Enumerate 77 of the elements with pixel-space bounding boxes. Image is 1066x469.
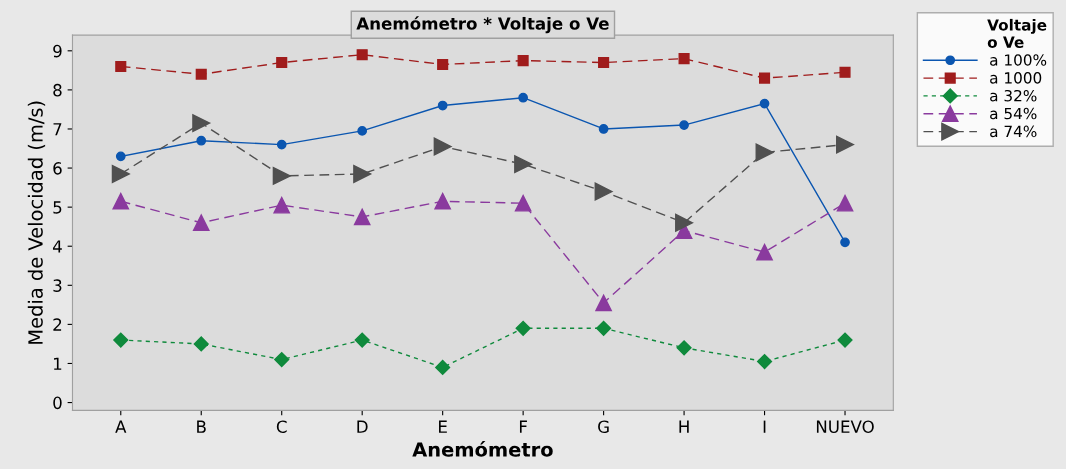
point — [276, 139, 287, 150]
point — [435, 359, 451, 375]
point — [678, 53, 690, 65]
legend-label: a 1000 — [990, 72, 1042, 84]
point — [192, 114, 211, 133]
legend-label: a 54% — [990, 107, 1037, 120]
point — [115, 151, 126, 162]
point — [196, 135, 207, 146]
y-axis-title: Media de Velocidad (m/s) — [27, 101, 46, 344]
point — [839, 66, 851, 78]
point — [193, 336, 209, 352]
point — [514, 155, 533, 174]
y-tick-label: 6 — [53, 162, 62, 175]
legend-label: a 100% — [990, 54, 1047, 66]
point — [111, 164, 130, 183]
point — [354, 332, 370, 348]
point — [598, 56, 610, 69]
point — [837, 332, 853, 348]
point — [594, 182, 613, 201]
x-tick-label: F — [519, 420, 527, 433]
point — [759, 98, 770, 109]
x-tick-label: H — [679, 420, 689, 433]
point — [357, 126, 368, 136]
x-tick-label: C — [276, 420, 287, 433]
x-tick-label: NUEVO — [816, 420, 874, 433]
point — [514, 194, 532, 212]
point — [598, 124, 609, 134]
legend-label: a 32% — [990, 89, 1037, 102]
x-tick-label: D — [357, 420, 368, 433]
point — [356, 49, 368, 61]
point — [192, 214, 210, 232]
x-tick-label: I — [763, 420, 766, 433]
point — [758, 72, 771, 84]
point — [679, 120, 689, 130]
legend-label: a 74% — [990, 125, 1037, 138]
point — [835, 135, 855, 154]
x-tick-label: G — [598, 420, 609, 433]
y-tick-label: 4 — [52, 240, 62, 253]
x-axis-title: Anemómetro — [412, 441, 553, 457]
point — [675, 213, 694, 232]
y-tick-label: 7 — [53, 123, 62, 136]
point — [195, 68, 207, 80]
y-tick-label: 9 — [53, 44, 62, 58]
point — [433, 137, 452, 156]
point — [518, 92, 528, 103]
point — [276, 56, 288, 69]
y-tick-label: 2 — [53, 318, 62, 331]
x-tick-label: E — [439, 420, 447, 433]
y-tick-label: 5 — [53, 201, 62, 214]
point — [517, 55, 529, 67]
x-tick-label: A — [115, 420, 127, 433]
y-tick-label: 0 — [53, 396, 62, 410]
point — [676, 340, 692, 356]
point — [756, 243, 773, 261]
x-tick-label: B — [197, 420, 206, 433]
point — [115, 60, 127, 72]
point — [515, 320, 531, 336]
point — [595, 294, 612, 312]
point — [113, 332, 129, 348]
point — [755, 143, 774, 162]
y-tick-label: 1 — [53, 357, 62, 370]
point — [274, 351, 290, 368]
point — [273, 196, 291, 214]
point — [836, 194, 854, 212]
point — [437, 58, 449, 71]
y-tick-label: 3 — [53, 279, 62, 292]
point — [840, 237, 850, 248]
point — [272, 166, 291, 185]
point — [596, 320, 612, 336]
point — [437, 100, 448, 111]
point — [434, 192, 451, 210]
point — [353, 208, 371, 226]
point — [353, 164, 372, 183]
chart-title: Anemómetro * Voltaje o Ve — [356, 16, 609, 34]
y-tick-label: 8 — [53, 83, 62, 97]
point — [756, 353, 773, 370]
point — [112, 192, 130, 210]
